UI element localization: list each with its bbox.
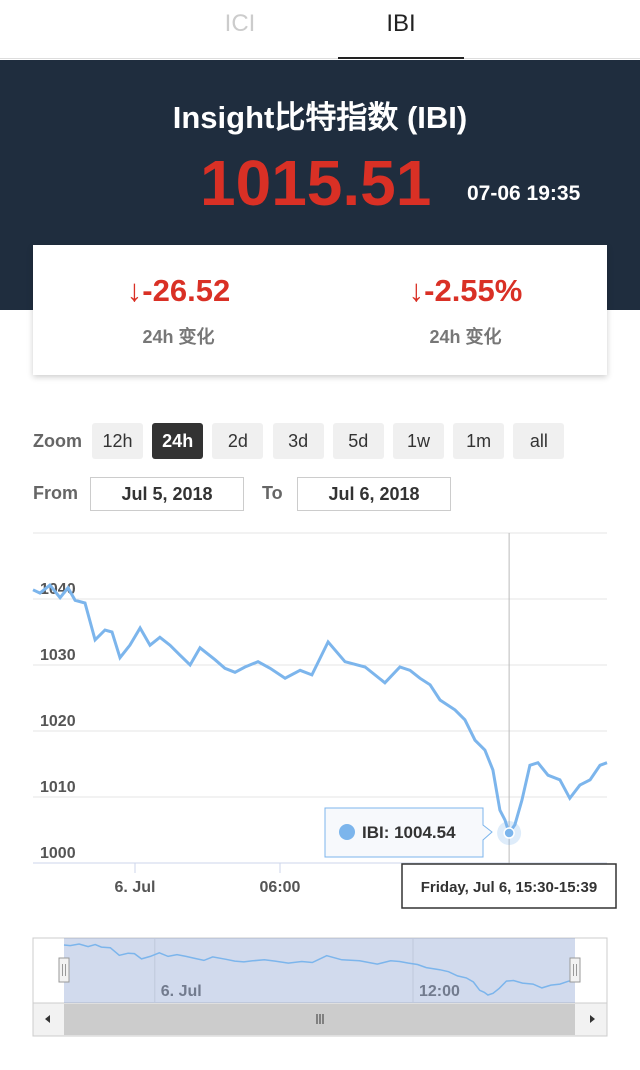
navigator-handle[interactable]: [569, 957, 581, 983]
stat: ↓-26.52 24h 变化: [35, 273, 322, 349]
zoom-button[interactable]: 2d: [212, 423, 264, 459]
to-label: To: [262, 483, 283, 503]
zoom-button[interactable]: 1m: [453, 423, 505, 459]
navigator: [32, 937, 608, 1004]
hover-point: [503, 827, 515, 839]
stats-card: ↓-26.52 24h 变化 ↓-2.55% 24h 变化: [33, 245, 607, 375]
zoom-label: Zoom: [33, 431, 82, 451]
y-tick-label: 1020: [40, 713, 76, 730]
x-tick-label: 6. Jul: [115, 879, 156, 896]
y-tick-label: 1000: [40, 845, 76, 862]
header-title: Insight比特指数 (IBI): [172, 100, 468, 135]
timestamp: 07-06 19:35: [467, 182, 581, 205]
zoom-button[interactable]: 3d: [272, 423, 324, 459]
stat-value: ↓-2.55%: [408, 273, 523, 308]
price: 1015.51: [200, 147, 432, 219]
tooltip-label: IBI: 1004.54: [362, 823, 456, 842]
stat-label: 24h 变化: [142, 327, 215, 347]
tooltip-dot: [339, 824, 355, 840]
series-line: [32, 582, 608, 837]
navigator-line: [63, 943, 576, 996]
from-label: From: [33, 483, 78, 503]
time-label: Friday, Jul 6, 15:30-15:39: [421, 879, 597, 896]
y-tick-label: 1030: [40, 647, 76, 664]
handle-grip: [62, 964, 66, 976]
zoom-button[interactable]: 1w: [393, 423, 444, 459]
navigator-handle[interactable]: [58, 957, 70, 983]
navigator-tick-label: 6. Jul: [161, 983, 202, 1000]
stat-value: ↓-26.52: [126, 273, 231, 308]
to-input[interactable]: Jul 6, 2018: [297, 477, 451, 511]
navigator-mask: [64, 938, 575, 1003]
stat: ↓-2.55% 24h 变化: [322, 273, 609, 349]
x-tick-label: 06:00: [260, 879, 301, 896]
tooltip-box: [324, 807, 493, 858]
zoom-button[interactable]: all: [513, 423, 565, 459]
handle-grip: [573, 964, 577, 976]
stat-label: 24h 变化: [429, 327, 502, 347]
zoom-button[interactable]: 5d: [332, 423, 384, 459]
y-tick-label: 1010: [40, 779, 76, 796]
thumb-grip: [316, 1014, 324, 1024]
from-input[interactable]: Jul 5, 2018: [90, 477, 244, 511]
tab-active[interactable]: IBI: [338, 10, 464, 59]
navigator-tick-label: 12:00: [419, 983, 460, 1000]
time-label-box: [401, 863, 617, 909]
zoom-button[interactable]: 12h: [92, 423, 143, 459]
tab[interactable]: ICI: [224, 10, 256, 37]
zoom-button[interactable]: 24h: [152, 423, 204, 459]
tab-bar: ICI IBI: [0, 0, 640, 59]
